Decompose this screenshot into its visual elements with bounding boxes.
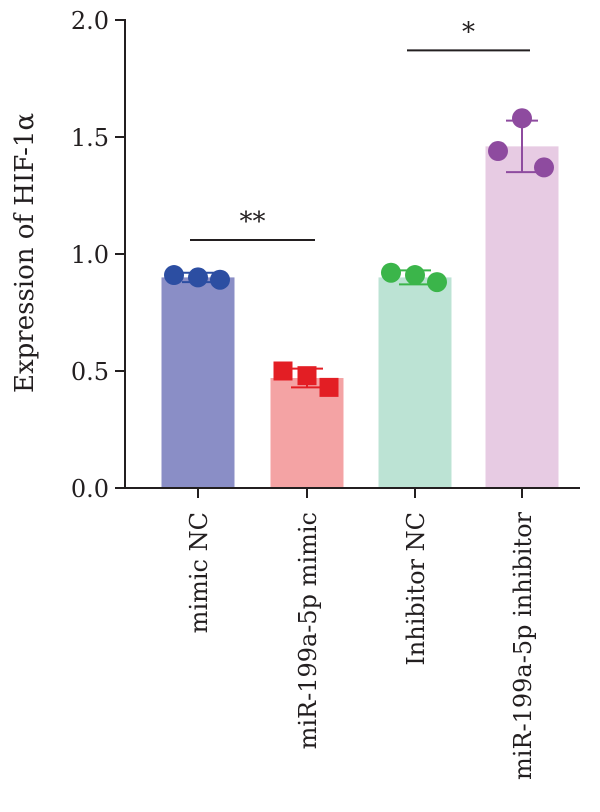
y-tick-label-3: 1.0 [71,241,109,269]
data-point-3-2 [405,265,425,286]
bar-4 [485,146,559,489]
x-tick-label-3: Inhibitor NC [402,512,430,666]
data-point-3-3 [427,272,447,293]
data-point-2-2 [297,366,317,386]
y-tick-label-4: 1.5 [71,124,109,152]
data-point-4-2 [512,108,532,129]
data-point-1-2 [188,267,208,288]
data-point-1-3 [210,269,230,290]
data-point-2-3 [319,377,339,397]
x-tick-label-4: miR-199a-5p inhibitor [509,511,537,780]
significance-label-1: ** [240,207,266,237]
x-tick-label-2: miR-199a-5p mimic [294,512,322,749]
bar-1 [161,277,235,488]
data-point-4-3 [534,157,554,178]
y-tick-label-1: 0.0 [71,475,109,503]
significance-label-2: * [462,17,475,47]
data-point-2-1 [273,361,293,381]
data-point-1-1 [164,265,184,286]
y-tick-label-5: 2.0 [71,7,109,35]
bar-3 [378,277,452,488]
x-tick-label-1: mimic NC [185,512,213,633]
data-point-3-1 [381,262,401,283]
y-tick-label-2: 0.5 [71,358,109,386]
y-axis-label: Expression of HIF-1α [10,113,40,393]
data-point-4-1 [488,141,508,162]
